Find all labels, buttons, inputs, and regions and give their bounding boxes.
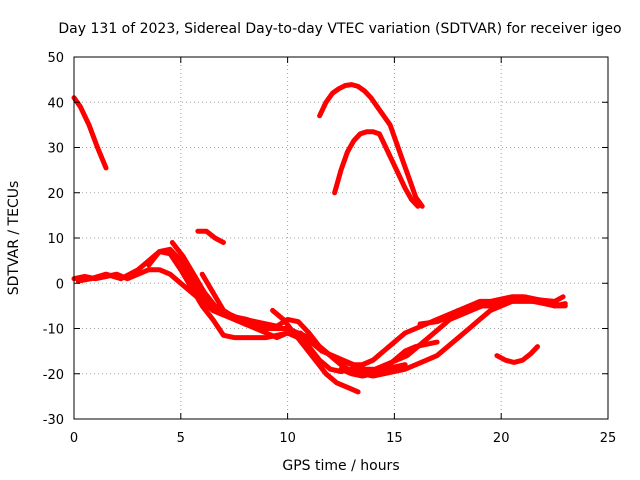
y-tick-label: 40 bbox=[47, 96, 64, 111]
x-tick-label: 15 bbox=[386, 431, 403, 446]
series-arc-14 bbox=[494, 344, 540, 365]
series-arc-15 bbox=[417, 294, 566, 327]
series-arc-11 bbox=[349, 362, 408, 374]
chart-title: Day 131 of 2023, Sidereal Day-to-day VTE… bbox=[58, 21, 621, 37]
series-arc-3 bbox=[75, 249, 376, 374]
x-axis-label: GPS time / hours bbox=[282, 458, 399, 474]
y-axis-label: SDTVAR / TECUs bbox=[6, 181, 22, 296]
series-arc-6 bbox=[195, 228, 226, 245]
y-tick-label: -30 bbox=[43, 413, 64, 428]
grid bbox=[74, 57, 608, 419]
x-tick-label: 20 bbox=[493, 431, 510, 446]
x-tick-label: 0 bbox=[70, 431, 78, 446]
x-tick-label: 5 bbox=[177, 431, 185, 446]
series-arc-10 bbox=[338, 339, 440, 379]
y-tick-label: -10 bbox=[43, 323, 64, 338]
series-arc-12 bbox=[317, 82, 425, 209]
x-tick-label: 10 bbox=[279, 431, 296, 446]
y-tick-label: 50 bbox=[47, 51, 64, 66]
axis-ticks: 0 5 10 15 20 25 -30 -20 -10 0 10 20 30 40 50 bbox=[43, 51, 617, 446]
series-arc-8 bbox=[270, 307, 361, 395]
series-arc-1 bbox=[71, 95, 109, 171]
series-arc-13 bbox=[332, 129, 421, 209]
y-tick-label: 20 bbox=[47, 187, 64, 202]
series-group bbox=[71, 82, 568, 395]
y-tick-label: -20 bbox=[43, 368, 64, 383]
y-tick-label: 0 bbox=[56, 277, 64, 292]
y-tick-label: 10 bbox=[47, 232, 64, 247]
x-tick-label: 25 bbox=[600, 431, 617, 446]
y-tick-label: 30 bbox=[47, 142, 64, 157]
